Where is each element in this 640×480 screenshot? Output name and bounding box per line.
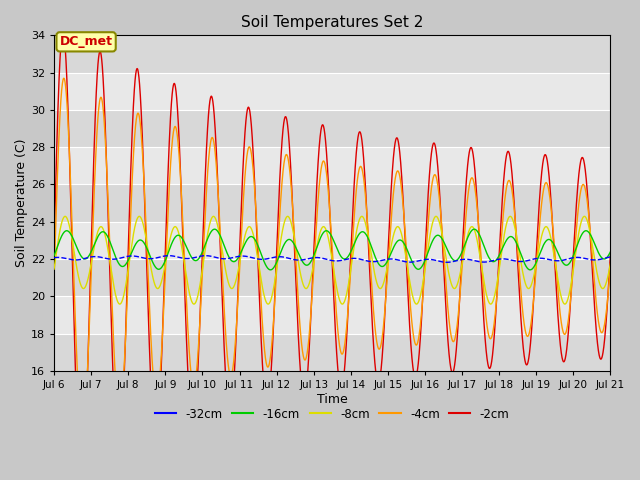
Bar [54, 334, 611, 371]
Y-axis label: Soil Temperature (C): Soil Temperature (C) [15, 139, 28, 267]
Bar [54, 110, 611, 147]
Title: Soil Temperatures Set 2: Soil Temperatures Set 2 [241, 15, 424, 30]
Bar [54, 296, 611, 334]
Bar [54, 72, 611, 110]
Text: DC_met: DC_met [60, 36, 113, 48]
Bar [54, 222, 611, 259]
X-axis label: Time: Time [317, 393, 348, 406]
Bar [54, 147, 611, 184]
Bar [54, 184, 611, 222]
Legend: -32cm, -16cm, -8cm, -4cm, -2cm: -32cm, -16cm, -8cm, -4cm, -2cm [150, 403, 515, 425]
Bar [54, 36, 611, 72]
Bar [54, 259, 611, 296]
